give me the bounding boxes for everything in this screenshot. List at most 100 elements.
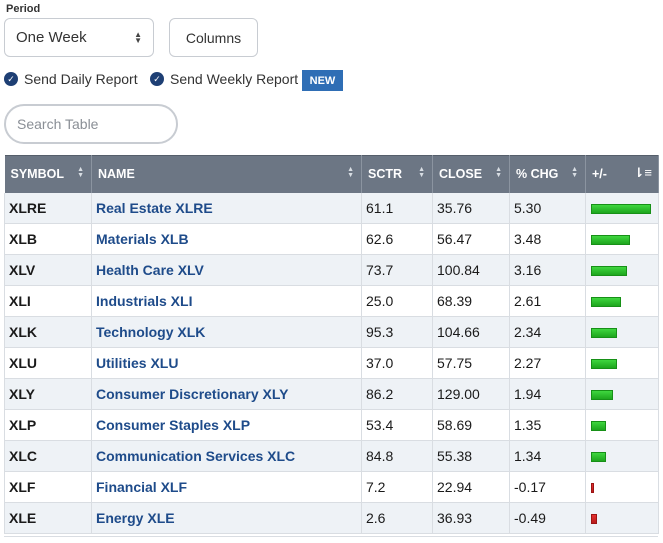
sort-arrows-icon: ▲ ▼ bbox=[418, 166, 425, 179]
check-circle-icon: ✓ bbox=[4, 72, 18, 86]
sctr-cell: 62.6 bbox=[361, 223, 433, 255]
symbol-cell: XLK bbox=[4, 316, 92, 348]
sort-arrows-icon: ▲ ▼ bbox=[77, 166, 84, 179]
sctr-cell: 37.0 bbox=[361, 347, 433, 379]
positive-change-bar bbox=[591, 203, 651, 214]
name-link[interactable]: Consumer Discretionary XLY bbox=[91, 378, 362, 410]
name-link[interactable]: Industrials XLI bbox=[91, 285, 362, 317]
send-daily-report-label: Send Daily Report bbox=[24, 71, 138, 87]
sctr-cell: 86.2 bbox=[361, 378, 433, 410]
name-link[interactable]: Real Estate XLRE bbox=[91, 192, 362, 224]
name-link[interactable]: Energy XLE bbox=[91, 502, 362, 534]
negative-change-bar bbox=[591, 483, 594, 493]
close-cell: 58.69 bbox=[432, 409, 510, 441]
sctr-cell: 95.3 bbox=[361, 316, 433, 348]
change-bar-cell bbox=[585, 254, 659, 286]
header-plus-minus[interactable]: +/- ⇂≡ bbox=[585, 155, 659, 193]
symbol-cell: XLRE bbox=[4, 192, 92, 224]
name-link[interactable]: Technology XLK bbox=[91, 316, 362, 348]
pct-chg-cell: 5.30 bbox=[509, 192, 586, 224]
table-bottom-border bbox=[4, 536, 658, 537]
table-row[interactable]: XLU Utilities XLU 37.0 57.75 2.27 bbox=[4, 347, 659, 379]
table-row[interactable]: XLF Financial XLF 7.2 22.94 -0.17 bbox=[4, 471, 659, 503]
name-link[interactable]: Financial XLF bbox=[91, 471, 362, 503]
pct-chg-cell: 2.34 bbox=[509, 316, 586, 348]
send-weekly-report-toggle[interactable]: ✓ Send Weekly Report bbox=[150, 71, 298, 87]
header-close[interactable]: CLOSE ▲ ▼ bbox=[432, 155, 510, 193]
name-link[interactable]: Materials XLB bbox=[91, 223, 362, 255]
table-row[interactable]: XLK Technology XLK 95.3 104.66 2.34 bbox=[4, 316, 659, 348]
sctr-cell: 25.0 bbox=[361, 285, 433, 317]
table-row[interactable]: XLE Energy XLE 2.6 36.93 -0.49 bbox=[4, 502, 659, 534]
pct-chg-cell: 2.61 bbox=[509, 285, 586, 317]
positive-change-bar bbox=[591, 421, 606, 431]
table-row[interactable]: XLB Materials XLB 62.6 56.47 3.48 bbox=[4, 223, 659, 255]
table-row[interactable]: XLV Health Care XLV 73.7 100.84 3.16 bbox=[4, 254, 659, 286]
positive-change-bar bbox=[591, 235, 630, 245]
name-link[interactable]: Communication Services XLC bbox=[91, 440, 362, 472]
table-row[interactable]: XLC Communication Services XLC 84.8 55.38 1.… bbox=[4, 440, 659, 472]
close-cell: 56.47 bbox=[432, 223, 510, 255]
table-row[interactable]: XLY Consumer Discretionary XLY 86.2 129.00 1… bbox=[4, 378, 659, 410]
sctr-cell: 84.8 bbox=[361, 440, 433, 472]
header-sctr[interactable]: SCTR ▲ ▼ bbox=[361, 155, 433, 193]
header-symbol[interactable]: SYMBOL ▲ ▼ bbox=[4, 155, 92, 193]
change-bar-cell bbox=[585, 192, 659, 224]
pct-chg-cell: -0.17 bbox=[509, 471, 586, 503]
sort-arrows-icon: ▲ ▼ bbox=[495, 166, 502, 179]
name-link[interactable]: Health Care XLV bbox=[91, 254, 362, 286]
check-circle-icon: ✓ bbox=[150, 72, 164, 86]
sort-descending-icon: ⇂≡ bbox=[633, 165, 652, 180]
table-row[interactable]: XLI Industrials XLI 25.0 68.39 2.61 bbox=[4, 285, 659, 317]
change-bar-cell bbox=[585, 502, 659, 534]
name-link[interactable]: Utilities XLU bbox=[91, 347, 362, 379]
symbol-cell: XLI bbox=[4, 285, 92, 317]
search-input[interactable] bbox=[4, 104, 178, 144]
close-cell: 35.76 bbox=[432, 192, 510, 224]
header-pct-chg[interactable]: % CHG ▲ ▼ bbox=[509, 155, 586, 193]
positive-change-bar bbox=[591, 390, 613, 400]
sctr-cell: 7.2 bbox=[361, 471, 433, 503]
table-row[interactable]: XLRE Real Estate XLRE 61.1 35.76 5.30 bbox=[4, 192, 659, 224]
positive-change-bar bbox=[591, 359, 617, 369]
change-bar-cell bbox=[585, 316, 659, 348]
table-row[interactable]: XLP Consumer Staples XLP 53.4 58.69 1.35 bbox=[4, 409, 659, 441]
positive-change-bar bbox=[591, 452, 606, 462]
sector-table: SYMBOL ▲ ▼ NAME ▲ ▼ SCTR ▲ ▼ CLOSE ▲ ▼ % CHG ▲ ▼ +… bbox=[4, 155, 659, 534]
change-bar-cell bbox=[585, 378, 659, 410]
sctr-cell: 73.7 bbox=[361, 254, 433, 286]
close-cell: 55.38 bbox=[432, 440, 510, 472]
pct-chg-cell: 1.94 bbox=[509, 378, 586, 410]
positive-change-bar bbox=[591, 297, 621, 307]
change-bar-cell bbox=[585, 471, 659, 503]
close-cell: 100.84 bbox=[432, 254, 510, 286]
negative-change-bar bbox=[591, 514, 597, 524]
name-link[interactable]: Consumer Staples XLP bbox=[91, 409, 362, 441]
select-arrows-icon: ▲ ▼ bbox=[134, 29, 142, 45]
close-cell: 22.94 bbox=[432, 471, 510, 503]
change-bar-cell bbox=[585, 409, 659, 441]
pct-chg-cell: -0.49 bbox=[509, 502, 586, 534]
symbol-cell: XLU bbox=[4, 347, 92, 379]
header-name[interactable]: NAME ▲ ▼ bbox=[91, 155, 362, 193]
close-cell: 104.66 bbox=[432, 316, 510, 348]
send-weekly-report-label: Send Weekly Report bbox=[170, 71, 299, 87]
symbol-cell: XLY bbox=[4, 378, 92, 410]
symbol-cell: XLE bbox=[4, 502, 92, 534]
symbol-cell: XLP bbox=[4, 409, 92, 441]
symbol-cell: XLF bbox=[4, 471, 92, 503]
sctr-cell: 53.4 bbox=[361, 409, 433, 441]
sort-arrows-icon: ▲ ▼ bbox=[347, 166, 354, 179]
change-bar-cell bbox=[585, 347, 659, 379]
pct-chg-cell: 3.48 bbox=[509, 223, 586, 255]
symbol-cell: XLC bbox=[4, 440, 92, 472]
close-cell: 57.75 bbox=[432, 347, 510, 379]
columns-button[interactable]: Columns bbox=[169, 18, 258, 57]
send-daily-report-toggle[interactable]: ✓ Send Daily Report bbox=[4, 71, 138, 87]
close-cell: 68.39 bbox=[432, 285, 510, 317]
period-select[interactable]: One Week ▲ ▼ bbox=[4, 18, 154, 57]
change-bar-cell bbox=[585, 440, 659, 472]
positive-change-bar bbox=[591, 266, 627, 276]
sort-arrows-icon: ▲ ▼ bbox=[571, 166, 578, 179]
change-bar-cell bbox=[585, 223, 659, 255]
